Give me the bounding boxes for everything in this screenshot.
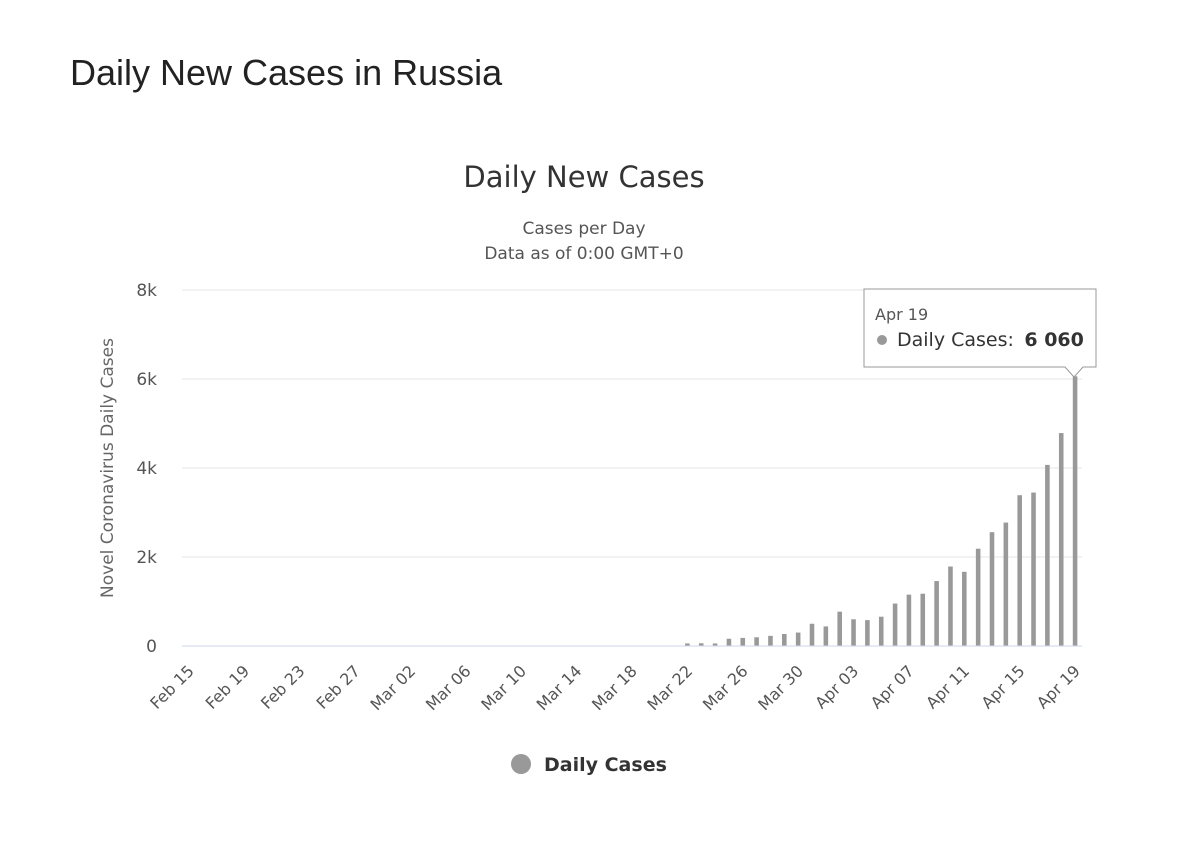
x-tick-label: Mar 02 (367, 661, 420, 714)
x-tick-label: Mar 22 (643, 661, 696, 714)
bar[interactable] (782, 633, 787, 646)
x-tick-label: Feb 15 (146, 661, 197, 712)
bar[interactable] (768, 635, 773, 646)
x-tick-label: Feb 23 (257, 661, 308, 712)
bar[interactable] (1031, 492, 1036, 646)
bar[interactable] (1045, 464, 1050, 646)
y-tick-label: 8k (136, 281, 157, 301)
bar[interactable] (712, 643, 718, 646)
x-tick-label: Apr 03 (811, 661, 862, 712)
y-axis-title: Novel Coronavirus Daily Cases (98, 338, 118, 598)
bar[interactable] (809, 623, 815, 646)
tooltip-date: Apr 19 (875, 305, 928, 324)
bar[interactable] (1058, 433, 1064, 646)
bar[interactable] (837, 611, 842, 646)
bar[interactable] (865, 620, 870, 646)
tooltip-box (863, 288, 1097, 378)
bar[interactable] (934, 581, 939, 646)
bar[interactable] (920, 593, 926, 646)
legend[interactable]: Daily Cases (511, 754, 667, 776)
bar[interactable] (823, 626, 829, 646)
bar[interactable] (1072, 376, 1078, 646)
bar[interactable] (754, 637, 759, 646)
x-tick-label: Feb 19 (202, 661, 253, 712)
bar[interactable] (906, 594, 912, 646)
tooltip-series-dot (877, 335, 887, 345)
page-title: Daily New Cases in Russia (70, 52, 503, 93)
grid-lines (182, 289, 1082, 558)
bar[interactable] (989, 532, 995, 646)
legend-label[interactable]: Daily Cases (544, 754, 667, 776)
bar[interactable] (1003, 522, 1009, 646)
tooltip-label: Daily Cases: (897, 329, 1014, 351)
x-tick-label: Mar 30 (754, 661, 807, 714)
bar[interactable] (1017, 495, 1022, 646)
bar[interactable] (878, 616, 884, 646)
legend-marker[interactable] (511, 754, 531, 774)
bar[interactable] (740, 637, 746, 646)
tooltip-line: Daily Cases: 6 060 (897, 329, 1084, 351)
x-tick-label: Mar 06 (422, 661, 475, 714)
x-tick-label: Apr 15 (978, 661, 1029, 712)
x-tick-label: Apr 11 (922, 661, 973, 712)
bars[interactable] (408, 376, 1078, 646)
x-axis-ticks: Feb 15 Feb 19 Feb 23 Feb 27 Mar 02 Mar 06 Mar … (146, 661, 1084, 714)
x-tick-label: Apr 07 (867, 661, 918, 712)
bar[interactable] (685, 643, 690, 646)
bar[interactable] (698, 643, 704, 646)
chart-title: Daily New Cases (463, 160, 704, 194)
x-tick-label: Mar 14 (533, 661, 586, 714)
bar[interactable] (726, 638, 732, 646)
tooltip: Apr 19 Daily Cases: 6 060 (863, 288, 1097, 378)
bar[interactable] (948, 566, 953, 646)
bar[interactable] (795, 632, 801, 646)
x-tick-label: Mar 26 (699, 661, 752, 714)
y-tick-label: 6k (136, 370, 157, 390)
bar[interactable] (851, 619, 856, 646)
chart-subtitle-line-2: Data as of 0:00 GMT+0 (484, 244, 683, 264)
x-tick-label: Mar 18 (588, 661, 641, 714)
chart-subtitle-line-1: Cases per Day (522, 219, 645, 239)
x-tick-label: Mar 10 (477, 661, 530, 714)
x-tick-label: Feb 27 (312, 661, 363, 712)
bar[interactable] (962, 571, 967, 646)
y-axis-ticks: 0 2k 4k 6k 8k (136, 281, 157, 657)
y-tick-label: 4k (136, 459, 157, 479)
x-tick-label: Apr 19 (1033, 661, 1084, 712)
y-tick-label: 0 (146, 637, 157, 657)
bar[interactable] (975, 548, 981, 646)
bar[interactable] (892, 603, 898, 646)
y-tick-label: 2k (136, 548, 157, 568)
tooltip-value: 6 060 (1024, 329, 1084, 351)
